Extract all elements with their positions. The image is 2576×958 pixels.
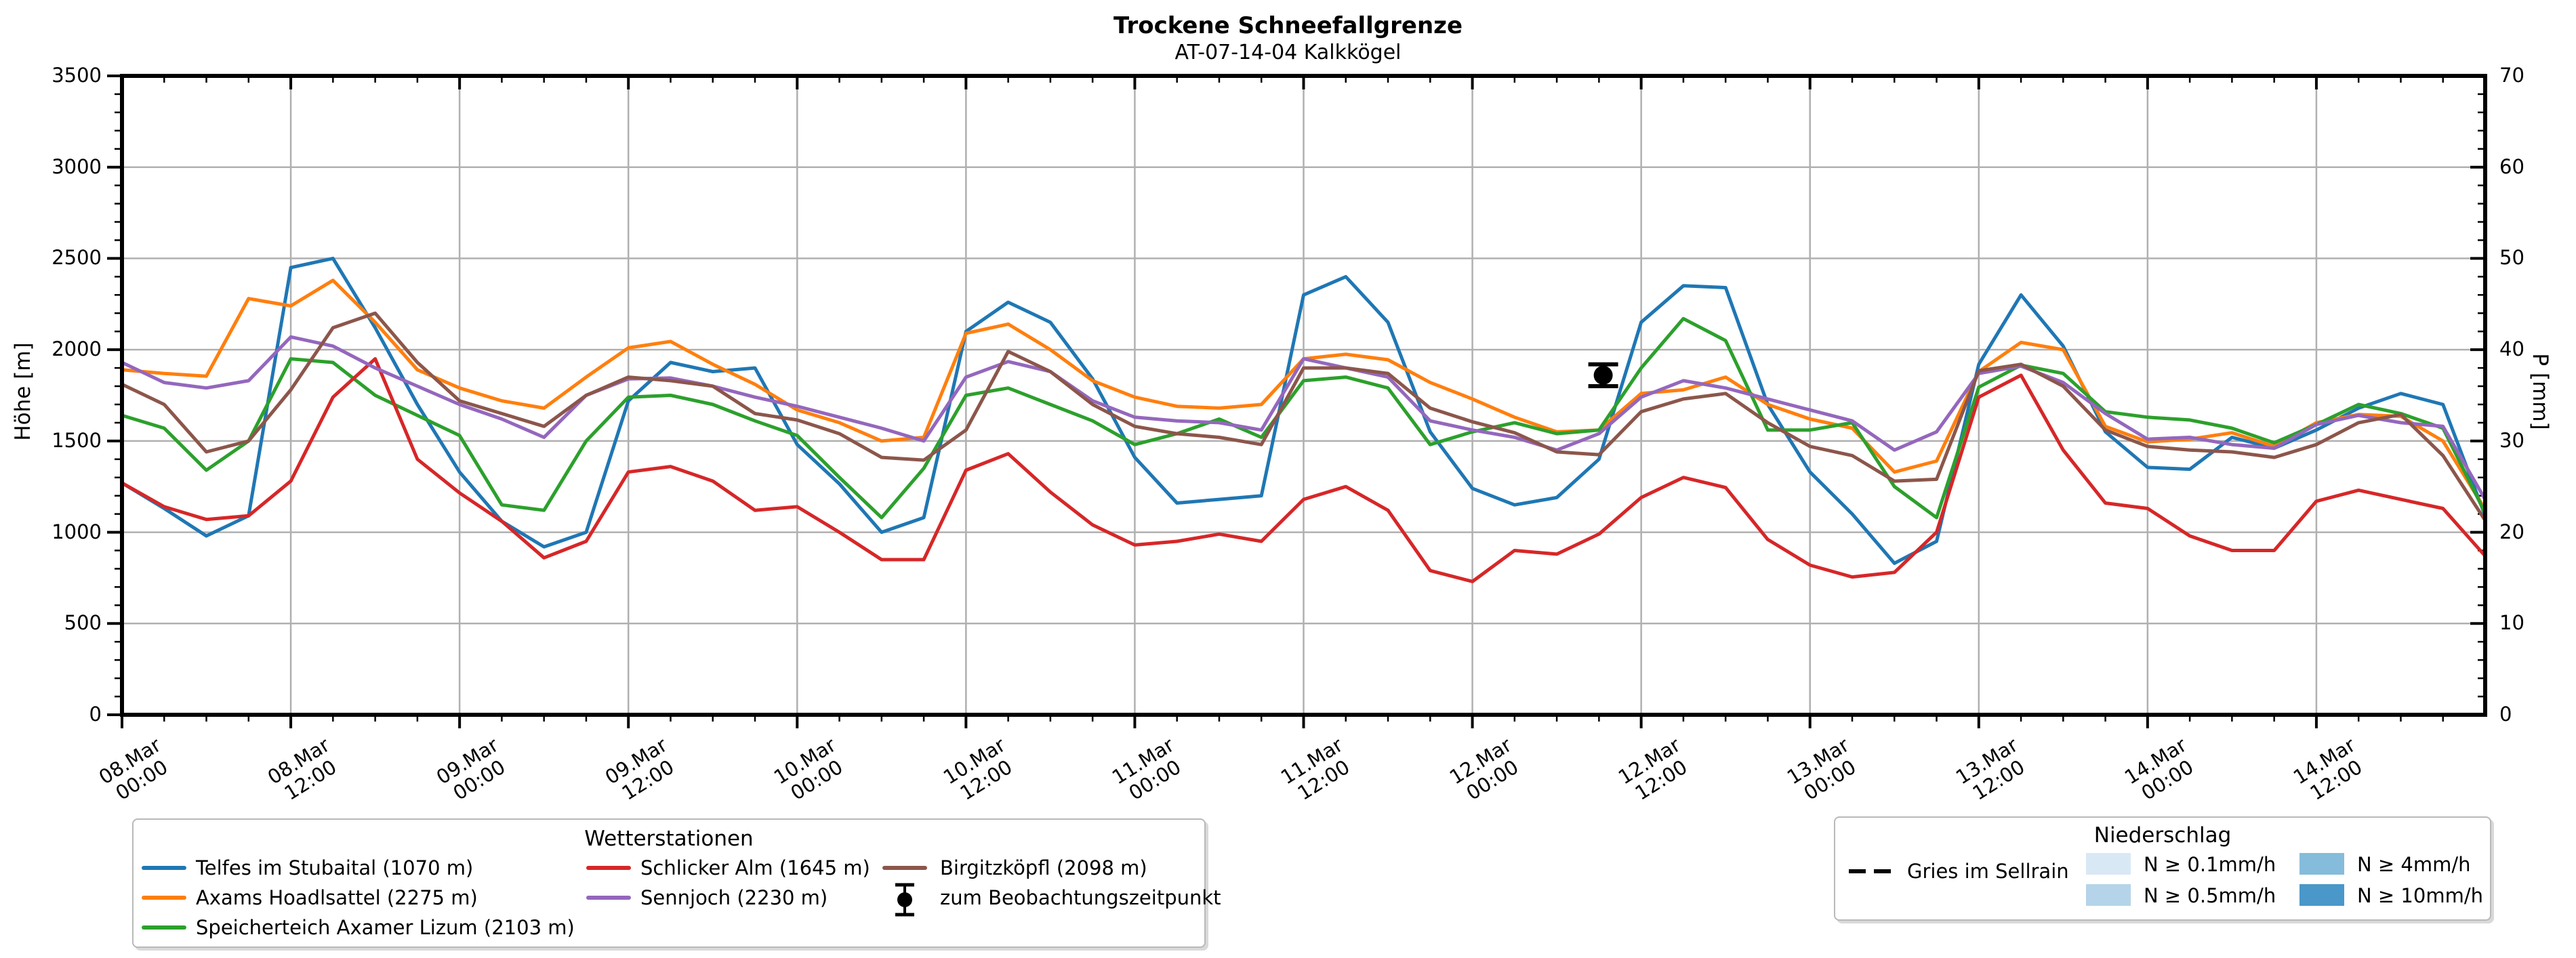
- legend-swatch-precip-10: [2299, 884, 2344, 906]
- legend-item-telfes: Telfes im Stubaital (1070 m): [196, 856, 474, 879]
- legend-swatch-speicherteich: [142, 925, 186, 930]
- y-tick-label-left: 1000: [52, 520, 102, 543]
- y-tick-label-right: 40: [2499, 337, 2524, 361]
- observation-marker-icon: [895, 883, 914, 917]
- legend-item-schlicker: Schlicker Alm (1645 m): [640, 856, 870, 879]
- chart-title: Trockene Schneefallgrenze: [1113, 12, 1463, 39]
- legend-item-precip-4: N ≥ 4mm/h: [2357, 853, 2471, 876]
- y-tick-label-right: 70: [2499, 64, 2524, 87]
- y-tick-label-left: 0: [89, 703, 102, 726]
- legend-swatch-axams: [142, 896, 186, 900]
- legend-item-precip-05: N ≥ 0.5mm/h: [2144, 884, 2276, 907]
- legend-swatch-sennjoch: [586, 896, 631, 900]
- y-tick-label-left: 500: [64, 611, 102, 635]
- legend-item-precip-10: N ≥ 10mm/h: [2357, 884, 2483, 907]
- legend-item-speicherteich: Speicherteich Axamer Lizum (2103 m): [196, 916, 575, 939]
- series-line-schlicker: [120, 357, 2487, 583]
- legend-item-sennjoch: Sennjoch (2230 m): [640, 886, 828, 909]
- observation-marker-point: [1593, 365, 1613, 385]
- legend-stations-title: Wetterstationen: [584, 827, 754, 851]
- y-tick-label-right: 60: [2499, 154, 2524, 178]
- legend-precip-title: Niederschlag: [2093, 823, 2232, 848]
- plot-spines: [120, 74, 2487, 717]
- legend-swatch-birgitzkoepfl: [882, 866, 927, 870]
- y-tick-label-left: 2000: [52, 337, 102, 361]
- y-tick-label-left: 3000: [52, 154, 102, 178]
- legend-swatch-schlicker: [586, 866, 631, 870]
- y-tick-label-left: 2500: [52, 246, 102, 270]
- y-axis-label-left: Höhe [m]: [11, 342, 35, 441]
- series-line-birgitzköpfl: [120, 311, 2487, 522]
- chart-subtitle: AT-07-14-04 Kalkkögel: [1174, 41, 1402, 64]
- y-tick-label-right: 10: [2499, 611, 2524, 635]
- legend-swatch-telfes: [142, 866, 186, 870]
- y-tick-label-right: 30: [2499, 428, 2524, 452]
- legend-swatch-gries-dashed: [1849, 869, 1891, 873]
- legend-swatch-precip-4: [2299, 853, 2344, 875]
- series-line-sennjoch: [120, 335, 2487, 501]
- legend-swatch-precip-05: [2086, 884, 2131, 906]
- legend-item-axams: Axams Hoadlsattel (2275 m): [196, 886, 478, 909]
- series-line-speicherteich: [120, 316, 2487, 520]
- legend-item-birgitzkoepfl: Birgitzköpfl (2098 m): [940, 856, 1147, 879]
- y-tick-label-right: 20: [2499, 520, 2524, 543]
- y-tick-label-right: 50: [2499, 246, 2524, 270]
- legend-stations: Wetterstationen Telfes im Stubaital (107…: [132, 818, 1221, 948]
- legend-item-gries: Gries im Sellrain: [1907, 860, 2069, 883]
- y-tick-label-left: 3500: [52, 64, 102, 87]
- legend-precip: Niederschlag Gries im Sellrain N ≥ 0.1mm…: [1834, 816, 2491, 921]
- legend-item-precip-01: N ≥ 0.1mm/h: [2144, 853, 2276, 876]
- legend-swatch-precip-01: [2086, 853, 2131, 875]
- legend-item-beobachtung: zum Beobachtungszeitpunkt: [940, 886, 1221, 909]
- y-tick-label-right: 0: [2499, 703, 2512, 726]
- y-tick-label-left: 1500: [52, 428, 102, 452]
